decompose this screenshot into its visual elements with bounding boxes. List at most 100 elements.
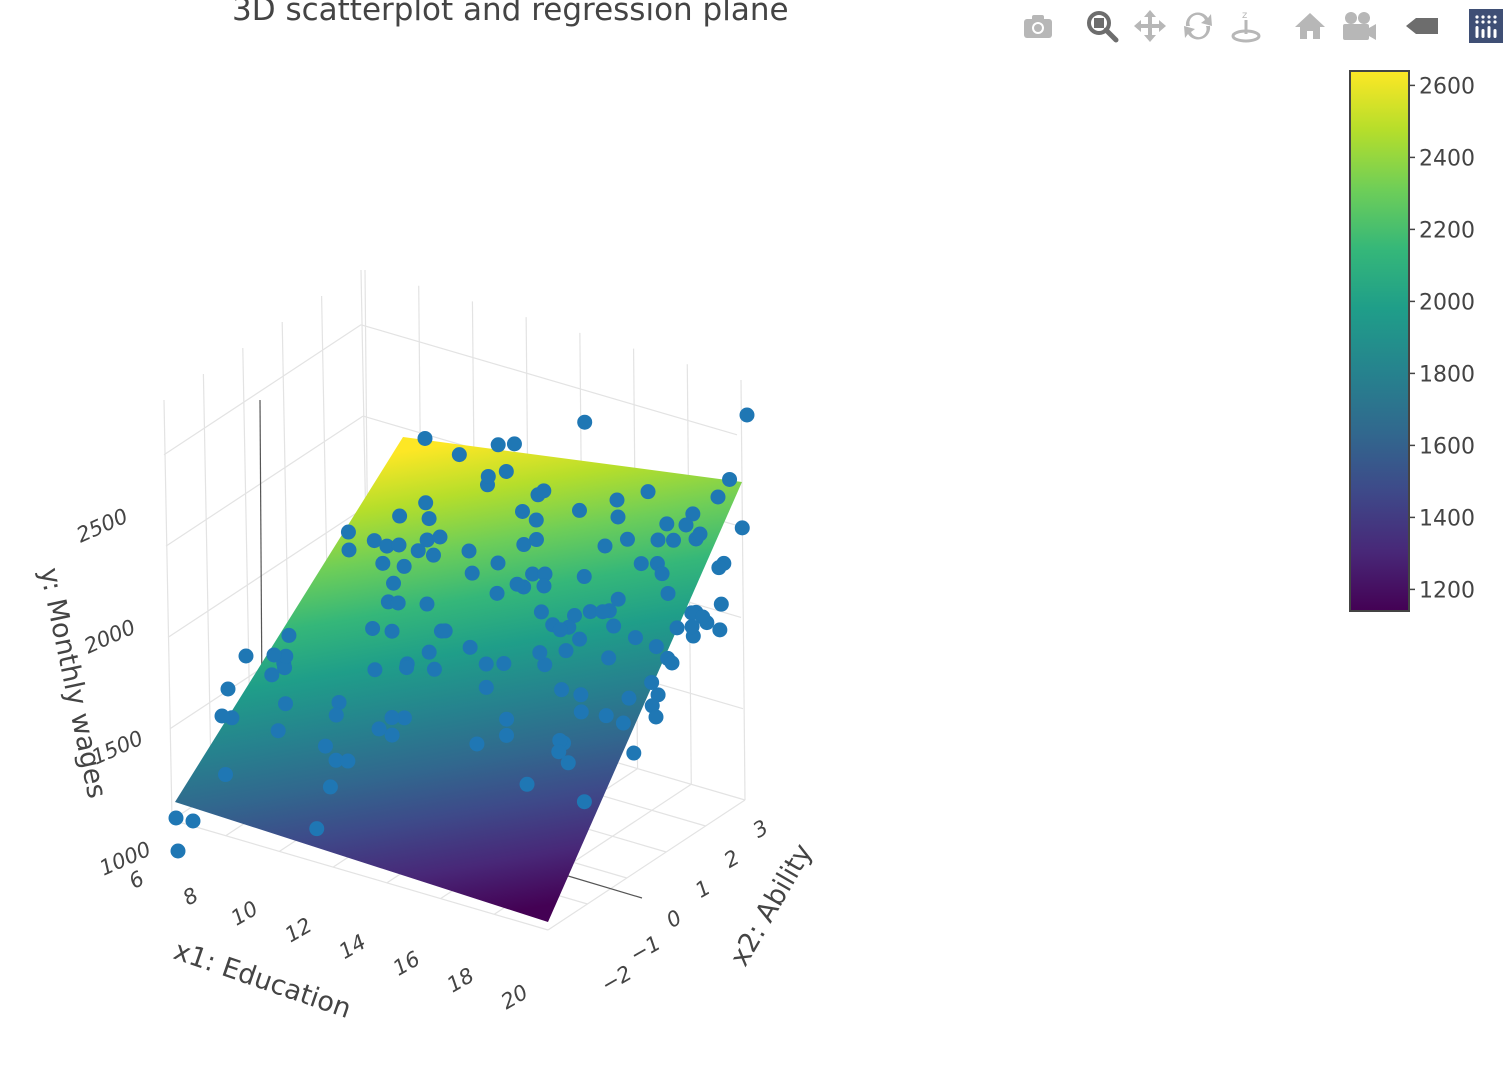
data-point bbox=[711, 560, 727, 576]
data-point bbox=[425, 547, 441, 563]
data-point bbox=[595, 604, 611, 620]
data-point bbox=[509, 576, 525, 592]
data-point bbox=[426, 661, 442, 677]
svg-text:z: z bbox=[1242, 10, 1247, 21]
data-point bbox=[499, 727, 515, 743]
data-point bbox=[537, 657, 553, 673]
data-point bbox=[419, 596, 435, 612]
data-point bbox=[659, 516, 675, 532]
data-point bbox=[421, 511, 437, 527]
data-point bbox=[640, 484, 656, 500]
data-point bbox=[218, 767, 234, 783]
data-point bbox=[392, 508, 408, 524]
x-tick-label: 10 bbox=[227, 896, 262, 930]
data-point bbox=[576, 794, 592, 810]
data-point bbox=[514, 503, 530, 519]
data-point bbox=[610, 591, 626, 607]
y-tick-label: −1 bbox=[626, 931, 665, 967]
zoom-icon[interactable] bbox=[1082, 6, 1122, 46]
data-point bbox=[390, 595, 406, 611]
chart-title: 3D scatterplot and regression plane bbox=[232, 0, 789, 28]
x-axis-label: x1: Education bbox=[170, 935, 355, 1025]
data-point bbox=[480, 468, 496, 484]
data-point bbox=[278, 696, 294, 712]
grid-line bbox=[163, 324, 362, 456]
pan-icon[interactable] bbox=[1130, 6, 1170, 46]
data-point bbox=[489, 585, 505, 601]
data-point bbox=[626, 745, 642, 761]
x-tick-label: 8 bbox=[179, 883, 203, 910]
data-point bbox=[516, 537, 532, 553]
data-point bbox=[418, 495, 434, 511]
colorbar-tick-label: 2200 bbox=[1419, 218, 1475, 243]
data-point bbox=[396, 558, 412, 574]
data-point bbox=[734, 520, 750, 536]
turntable-rotate-icon[interactable]: z bbox=[1226, 6, 1266, 46]
data-point bbox=[371, 721, 387, 737]
scatter-points-front bbox=[168, 407, 755, 859]
grid-line bbox=[165, 415, 364, 547]
data-point bbox=[572, 631, 588, 647]
camera-icon[interactable] bbox=[1018, 6, 1058, 46]
data-point bbox=[462, 639, 478, 655]
orbit-rotate-icon[interactable] bbox=[1178, 6, 1218, 46]
data-point bbox=[278, 648, 294, 664]
data-point bbox=[519, 776, 535, 792]
data-point bbox=[710, 489, 726, 505]
data-point bbox=[713, 596, 729, 612]
grid-line bbox=[547, 799, 746, 931]
plotly-logo-icon[interactable] bbox=[1466, 6, 1505, 46]
data-point bbox=[533, 604, 549, 620]
data-point bbox=[627, 630, 643, 646]
data-point bbox=[384, 727, 400, 743]
grid-line bbox=[202, 373, 212, 795]
reset-camera-icon[interactable] bbox=[1338, 6, 1378, 46]
x-tick-label: 14 bbox=[335, 930, 370, 964]
data-point bbox=[601, 650, 617, 666]
data-point bbox=[366, 533, 382, 549]
data-point bbox=[666, 532, 682, 548]
data-point bbox=[340, 753, 356, 769]
regression-plane bbox=[175, 437, 742, 922]
colorbar-tick-label: 1400 bbox=[1419, 506, 1475, 531]
data-point bbox=[461, 543, 477, 559]
data-point bbox=[567, 607, 583, 623]
x-tick-label: 20 bbox=[497, 980, 532, 1014]
toggle-hover-icon[interactable] bbox=[1402, 6, 1442, 46]
data-point bbox=[558, 643, 574, 659]
home-icon[interactable] bbox=[1290, 6, 1330, 46]
data-point bbox=[375, 555, 391, 571]
z-axis-line bbox=[259, 399, 263, 701]
data-point bbox=[478, 656, 494, 672]
data-point bbox=[552, 622, 568, 638]
grid-line bbox=[171, 819, 549, 931]
y-tick-label: 1 bbox=[691, 875, 715, 902]
data-point bbox=[328, 707, 344, 723]
data-point bbox=[532, 645, 548, 661]
data-point bbox=[552, 732, 568, 748]
data-point bbox=[270, 723, 286, 739]
data-point bbox=[695, 609, 711, 625]
colorbar-tick-label: 2000 bbox=[1419, 290, 1475, 315]
data-point bbox=[609, 492, 625, 508]
data-point bbox=[722, 471, 738, 487]
data-point bbox=[551, 744, 567, 760]
data-point bbox=[678, 517, 694, 533]
data-point bbox=[340, 524, 356, 540]
modebar: z bbox=[1010, 6, 1505, 46]
data-point bbox=[528, 512, 544, 528]
data-point bbox=[419, 532, 435, 548]
data-point bbox=[684, 619, 700, 635]
data-point bbox=[537, 566, 553, 582]
data-point bbox=[322, 779, 338, 795]
x-tick-label: 18 bbox=[443, 963, 478, 997]
y-tick-label: 2 bbox=[720, 845, 744, 872]
data-point bbox=[615, 715, 631, 731]
grid-line bbox=[163, 399, 173, 821]
data-point bbox=[536, 578, 552, 594]
data-point bbox=[277, 660, 293, 676]
data-point bbox=[619, 531, 635, 547]
data-point bbox=[341, 542, 357, 558]
